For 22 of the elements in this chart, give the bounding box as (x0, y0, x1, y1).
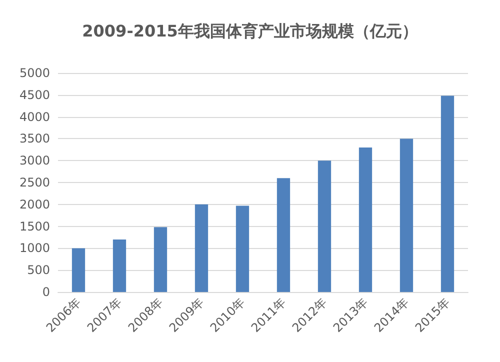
y-tick-label: 3000 (19, 154, 50, 168)
y-tick-label: 0 (42, 285, 50, 299)
y-tick-label: 3500 (19, 132, 50, 146)
bar (236, 206, 250, 292)
bar (440, 96, 454, 292)
bar (154, 227, 168, 292)
y-tick-label: 2000 (19, 197, 50, 212)
bar (112, 239, 126, 292)
bar (358, 147, 372, 292)
y-tick-label: 4500 (19, 88, 50, 102)
y-tick-label: 1000 (19, 241, 50, 256)
y-tick-label: 2500 (19, 176, 50, 190)
bar (194, 204, 208, 292)
bar (72, 248, 86, 292)
y-tick-label: 500 (27, 263, 50, 278)
bar (318, 160, 332, 292)
y-tick-label: 5000 (19, 66, 50, 80)
y-tick-label: 1500 (19, 219, 50, 234)
y-tick-label: 4000 (19, 110, 50, 124)
chart-title: 2009-2015年我国体育产业市场规模（亿元） (82, 22, 418, 40)
bar (276, 178, 290, 292)
bar (400, 138, 414, 292)
